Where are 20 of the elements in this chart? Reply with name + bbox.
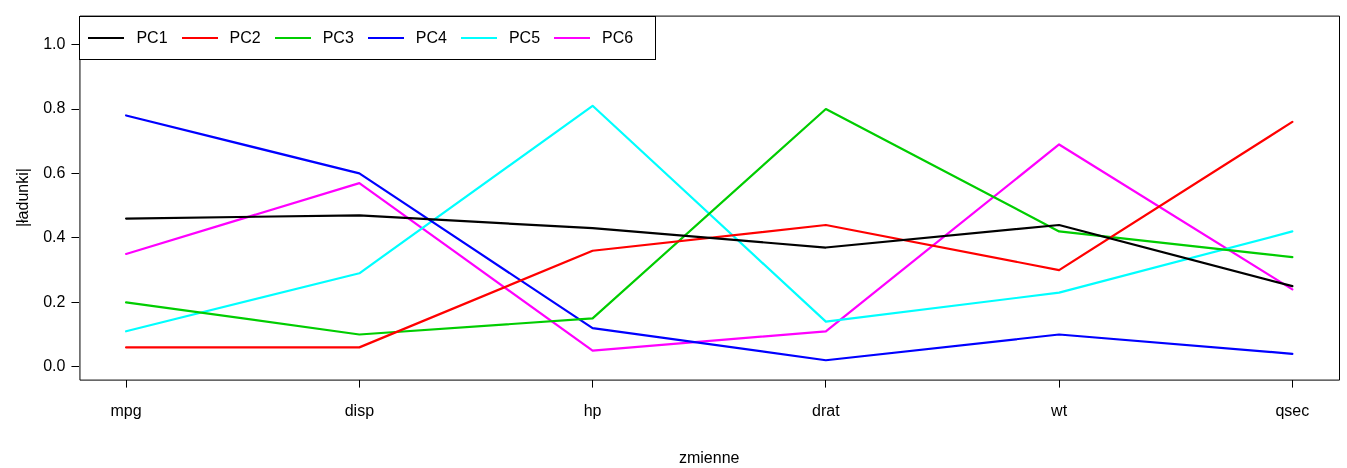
- y-tick-label: 1.0: [43, 35, 66, 52]
- x-tick-label: hp: [583, 401, 602, 419]
- legend-label: PC4: [415, 28, 447, 47]
- x-tick-label: qsec: [1275, 401, 1310, 419]
- y-tick-label: 0.8: [43, 99, 66, 117]
- y-tick-label: 0.6: [43, 163, 66, 181]
- x-tick-label: disp: [344, 401, 375, 419]
- x-tick-label: drat: [812, 401, 841, 419]
- x-axis-title: zmienne: [678, 448, 740, 466]
- y-tick-label: 0.2: [43, 292, 66, 310]
- y-tick-label: 0.4: [43, 228, 66, 246]
- y-tick-label: 0.0: [43, 357, 66, 375]
- x-tick-label: wt: [1050, 401, 1068, 419]
- legend-label: PC2: [229, 28, 261, 47]
- legend-label: PC3: [322, 28, 354, 47]
- y-axis-title: |ładunki|: [14, 168, 32, 228]
- legend-label: PC6: [602, 28, 634, 47]
- legend-label: PC5: [508, 28, 541, 47]
- legend-label: PC1: [136, 28, 168, 47]
- x-tick-label: mpg: [110, 401, 142, 419]
